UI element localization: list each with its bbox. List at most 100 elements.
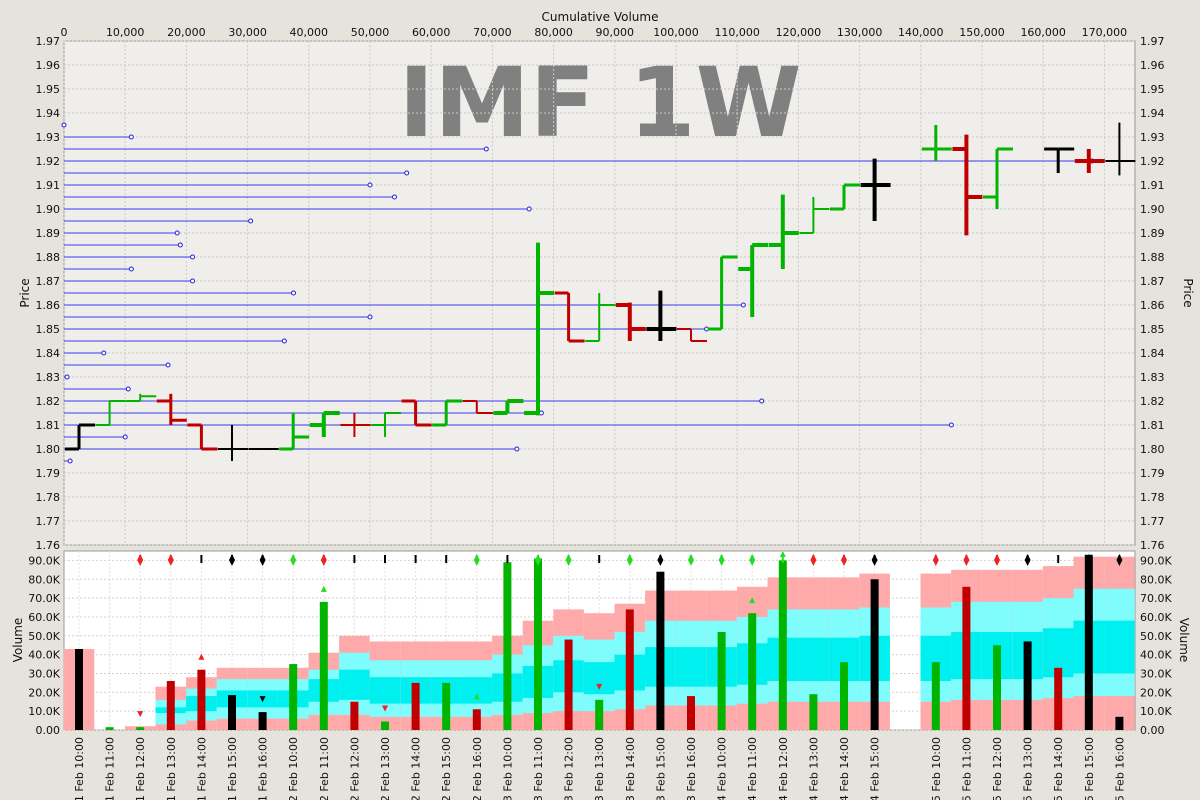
price-axis-label-right: Price: [1181, 278, 1195, 307]
signal-up-arrow: [1085, 554, 1092, 560]
volume-at-price-marker: [64, 374, 70, 380]
volume-tick-label: 50.0K: [28, 630, 60, 643]
signal-up-arrow: [137, 554, 144, 560]
price-tick-label: 1.94: [36, 107, 61, 120]
volume-bar: [1054, 667, 1063, 730]
volume-tick-label: 20.0K: [28, 686, 60, 699]
volume-at-price-marker: [128, 266, 134, 272]
signal-up-arrow: [1024, 554, 1031, 560]
signal-up-arrow: [841, 554, 847, 560]
top-axis-label: Cumulative Volume: [542, 10, 659, 24]
time-tick-label: 11 Feb 15:00: [226, 737, 239, 800]
volume-band-inner: [339, 669, 370, 700]
time-tick-label: 11 Feb 13:00: [165, 737, 178, 800]
time-tick-label: 15 Feb 12:00: [991, 737, 1004, 800]
volume-at-price-marker: [526, 206, 532, 212]
volume-at-price-marker: [190, 254, 196, 260]
signal-up-arrow: [749, 554, 756, 560]
cumvol-tick-label: 90,000: [596, 26, 635, 39]
axis-labels: 1.76 1.76 1.77 1.77 1.78 1.78 1.79 1.79 1.80 1.80…: [28, 26, 1172, 800]
time-tick-label: 13 Feb 12:00: [563, 737, 576, 800]
time-tick-label: 11 Feb 12:00: [134, 737, 147, 800]
signal-up-arrow: [535, 554, 541, 560]
volume-bar: [931, 662, 940, 730]
time-tick-label: 14 Feb 15:00: [869, 737, 882, 800]
volume-bar: [258, 712, 267, 730]
volume-bar: [197, 669, 206, 730]
price-tick-label: 1.92: [36, 155, 61, 168]
signal-up-arrow: [565, 554, 572, 560]
price-tick-label: 1.88: [36, 251, 61, 264]
price-tick-label-right: 1.81: [1140, 419, 1165, 432]
price-grid: [63, 40, 1135, 546]
price-tick-label: 1.80: [36, 443, 61, 456]
volume-at-price-marker: [190, 278, 196, 284]
price-tick-label-right: 1.97: [1140, 35, 1165, 48]
price-tick-label: 1.91: [36, 179, 61, 192]
volume-bar: [534, 558, 542, 730]
time-tick-label: 11 Feb 16:00: [257, 737, 270, 800]
volume-tick-label: 10.0K: [28, 705, 60, 718]
volume-bar: [778, 560, 787, 730]
signal-up-arrow: [779, 551, 786, 557]
price-tick-label-right: 1.77: [1140, 515, 1165, 528]
signal-down-arrow: [535, 560, 541, 566]
signal-down-arrow: [565, 560, 572, 566]
cumvol-tick-label: 10,000: [106, 26, 145, 39]
volume-at-price-marker: [248, 218, 254, 224]
volume-bar: [993, 645, 1001, 730]
price-tick-label-right: 1.91: [1140, 179, 1165, 192]
signal-up-arrow: [259, 554, 266, 560]
signal-down-arrow: [657, 560, 664, 566]
volume-tick-label-right: 10.0K: [1140, 705, 1172, 718]
volume-at-price-lines: [61, 122, 1135, 464]
price-tick-label: 1.83: [36, 371, 61, 384]
time-tick-label: 14 Feb 13:00: [807, 737, 820, 800]
volume-at-price-marker: [367, 314, 373, 320]
price-tick-label: 1.93: [36, 131, 61, 144]
signal-down-arrow: [167, 560, 174, 566]
price-tick-label: 1.82: [36, 395, 61, 408]
volume-at-price-marker: [122, 434, 128, 440]
cumvol-tick-label: 50,000: [351, 26, 390, 39]
volume-bar: [136, 727, 145, 730]
volume-bar: [75, 648, 83, 730]
volume-bar-marker: [137, 711, 144, 718]
price-tick-label: 1.90: [36, 203, 61, 216]
volume-bar-marker: [320, 585, 327, 592]
cumvol-tick-label: 120,000: [776, 26, 822, 39]
signal-down-arrow: [473, 560, 480, 566]
cumvol-tick-label: 0: [61, 26, 68, 39]
volume-at-price-marker: [177, 242, 183, 248]
signal-up-arrow: [718, 554, 725, 560]
signal-down-arrow: [290, 560, 297, 566]
cumvol-tick-label: 170,000: [1082, 26, 1128, 39]
signal-down-arrow: [1024, 560, 1031, 566]
signal-down-arrow: [259, 560, 266, 566]
signal-up-arrow: [229, 554, 235, 560]
volume-bar: [748, 613, 757, 730]
volume-tick-label-right: 40.0K: [1140, 649, 1172, 662]
volume-bar: [1084, 554, 1093, 730]
volume-bar-marker: [382, 705, 388, 712]
volume-tick-label: 40.0K: [28, 649, 60, 662]
ohlc-bars: [65, 122, 1136, 461]
time-tick-label: 15 Feb 15:00: [1083, 737, 1096, 800]
volume-at-price-marker: [404, 170, 410, 176]
volume-bar: [717, 632, 726, 730]
time-tick-label: 15 Feb 13:00: [1022, 737, 1035, 800]
volume-at-price-marker: [281, 338, 287, 344]
signal-down-arrow: [994, 560, 1000, 566]
volume-bar: [503, 562, 512, 730]
volume-bar: [687, 696, 695, 730]
cumvol-tick-label: 110,000: [714, 26, 760, 39]
price-tick-label-right: 1.92: [1140, 155, 1165, 168]
time-tick-label: 11 Feb 14:00: [195, 737, 208, 800]
volume-tick-label-right: 20.0K: [1140, 686, 1172, 699]
signal-up-arrow: [810, 554, 817, 560]
price-tick-label-right: 1.85: [1140, 323, 1165, 336]
volume-bar: [962, 586, 971, 730]
price-tick-label: 1.89: [36, 227, 61, 240]
price-tick-label-right: 1.84: [1140, 347, 1165, 360]
